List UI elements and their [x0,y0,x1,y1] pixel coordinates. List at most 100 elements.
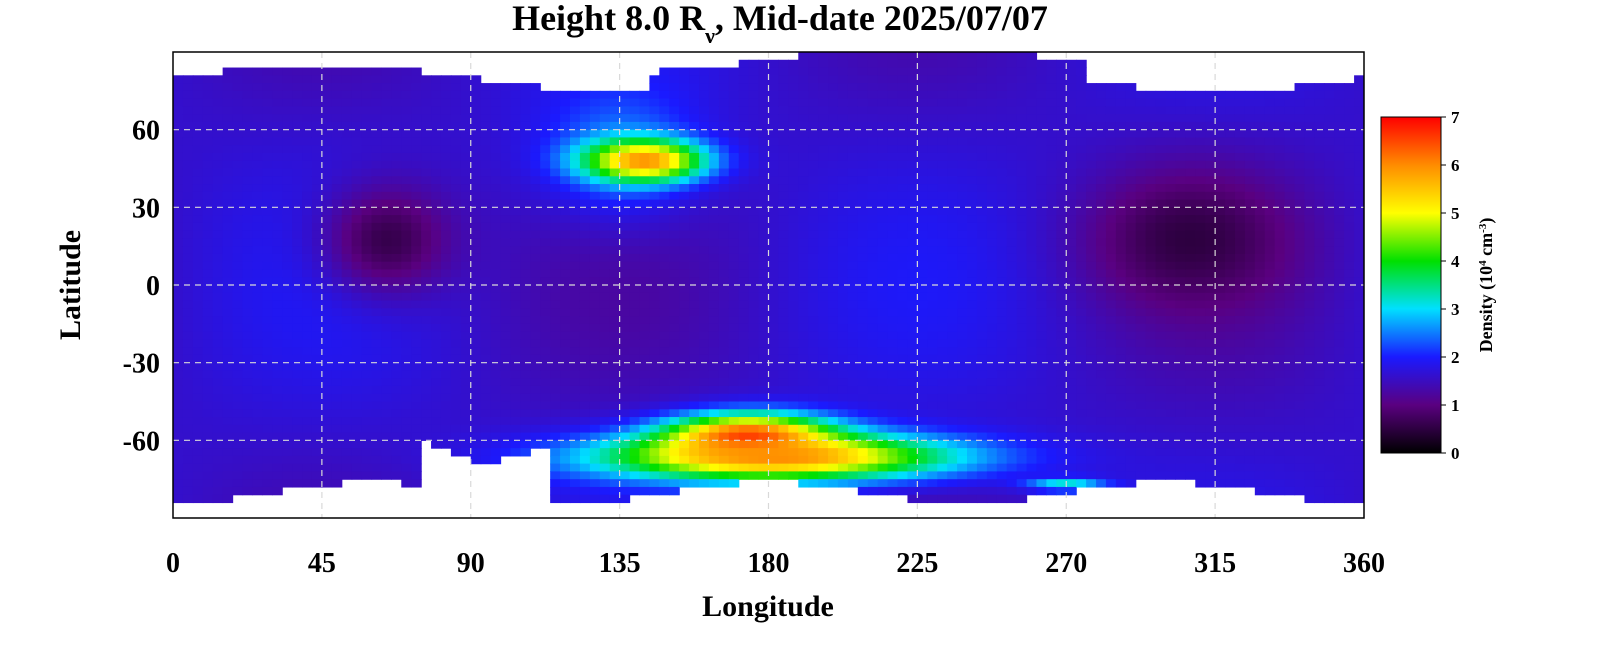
density-cell [192,261,204,271]
density-cell [391,393,402,403]
density-cell [976,90,988,100]
density-cell [669,300,680,309]
density-cell [947,393,958,403]
density-cell [1016,362,1028,372]
density-cell [837,432,849,441]
density-cell [629,323,641,333]
density-cell [192,168,204,177]
density-cell [728,455,740,465]
density-cell [173,191,184,201]
density-cell [758,471,770,480]
density-cell [708,285,720,294]
density-cell [639,316,651,325]
density-cell [431,285,442,294]
density-cell [272,417,283,426]
density-cell [282,207,293,216]
density-cell [401,152,412,162]
density-cell [311,215,323,224]
density-cell [619,292,631,302]
density-cell [1046,207,1057,216]
density-cell [689,440,700,449]
density-cell [411,75,422,84]
density-cell [192,253,204,263]
density-cell [460,199,472,208]
density-cell [728,308,740,317]
density-cell [540,300,551,309]
density-cell [669,455,680,465]
density-cell [292,339,303,348]
density-cell [401,378,412,387]
density-cell [897,137,909,146]
density-cell [292,401,303,410]
density-cell [550,191,561,201]
density-cell [262,486,273,496]
density-cell [192,370,204,379]
density-cell [758,230,770,239]
density-cell [321,331,333,340]
density-cell [1006,90,1018,100]
density-cell [718,401,730,410]
density-cell [728,230,740,239]
density-cell [222,246,234,255]
density-cell [837,137,849,146]
density-cell [897,176,909,185]
density-cell [976,385,988,395]
density-cell [738,432,750,441]
density-cell [411,261,422,271]
density-cell [440,222,452,232]
density-cell [470,152,482,162]
density-cell [867,191,879,201]
density-cell [837,145,849,154]
density-cell [530,83,541,92]
density-cell [232,269,244,278]
density-cell [530,277,541,286]
density-cell [540,191,551,201]
density-cell [857,215,869,224]
density-cell [510,184,521,193]
density-cell [1076,152,1087,162]
density-cell [907,285,918,294]
density-cell [480,323,492,333]
density-cell [927,448,938,457]
density-cell [500,424,512,434]
density-cell [778,152,789,162]
density-cell [272,121,283,131]
density-cell [718,463,730,472]
density-cell [579,137,591,146]
density-cell [361,362,373,372]
density-cell [708,463,720,472]
density-cell [1026,316,1038,325]
density-cell [1016,378,1028,387]
density-cell [837,370,849,379]
density-cell [947,432,958,441]
density-cell [311,292,323,302]
density-cell [212,184,224,193]
density-cell [619,339,631,348]
density-cell [460,222,472,232]
density-cell [1066,269,1077,278]
density-cell [689,463,700,472]
density-cell [411,339,422,348]
density-cell [947,75,958,84]
density-cell [609,261,621,271]
density-cell [957,409,968,418]
density-cell [282,409,293,418]
density-cell [867,75,879,84]
density-cell [450,409,462,418]
density-cell [1066,90,1077,100]
density-cell [371,362,383,372]
density-cell [927,230,938,239]
density-cell [1036,67,1047,76]
density-cell [708,339,720,348]
density-cell [708,191,720,201]
density-cell [798,471,809,480]
density-cell [857,184,869,193]
density-cell [351,440,363,449]
density-cell [837,215,849,224]
density-cell [500,378,512,387]
density-cell [798,168,809,177]
density-cell [768,385,780,395]
density-cell [996,463,1008,472]
density-cell [401,362,412,372]
density-cell [341,277,353,286]
